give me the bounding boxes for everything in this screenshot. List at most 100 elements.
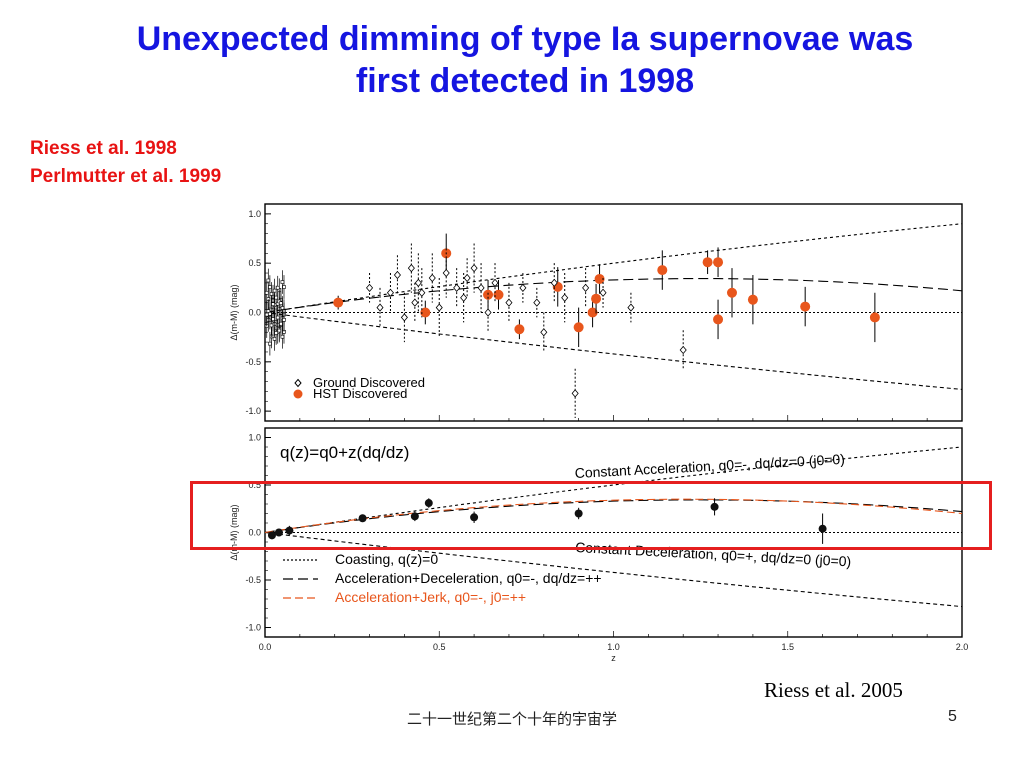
- legend-ground-marker: [294, 378, 302, 388]
- binned-point: [285, 526, 294, 535]
- reference-riess-1998: Riess et al. 1998: [30, 138, 177, 159]
- low-z-point: [275, 285, 280, 290]
- ground-point: [453, 283, 461, 292]
- reference-perlmutter-1999: Perlmutter et al. 1999: [30, 166, 222, 187]
- low-z-point: [282, 285, 286, 289]
- y-tick-label: -0.5: [245, 575, 261, 585]
- credit-riess-2005: Riess et al. 2005: [764, 678, 903, 702]
- title-line-2: first detected in 1998: [355, 62, 695, 100]
- y-tick-label: -0.5: [245, 357, 261, 367]
- low-z-point: [266, 278, 271, 283]
- ground-point: [376, 303, 384, 312]
- ground-point: [599, 288, 607, 297]
- hst-point: [726, 287, 737, 298]
- ground-point: [571, 389, 579, 398]
- ground-point: [366, 283, 374, 292]
- y-tick-label: -1.0: [245, 406, 261, 416]
- y-tick-label: 0.5: [248, 258, 261, 268]
- ground-point: [435, 303, 443, 312]
- slide-title: Unexpected dimming of type Ia supernovae…: [40, 18, 1010, 102]
- low-z-point: [268, 285, 272, 289]
- low-z-point: [280, 334, 285, 339]
- ground-point: [627, 303, 635, 312]
- x-axis-label: z: [611, 653, 616, 663]
- ground-point: [463, 273, 471, 283]
- ground-point: [484, 308, 492, 317]
- hst-point: [702, 257, 713, 268]
- ground-point: [561, 293, 569, 302]
- y-tick-label: 0.0: [248, 528, 261, 538]
- binned-point: [470, 513, 479, 522]
- hst-point: [514, 324, 525, 335]
- low-z-point: [268, 341, 272, 346]
- low-z-point: [282, 318, 286, 322]
- ground-point: [679, 345, 687, 355]
- low-z-point: [264, 312, 269, 317]
- constant-acceleration-label: Constant Acceleration, q0=-, dq/dz=0 (j0…: [574, 451, 845, 481]
- x-tick-label: 0.5: [433, 642, 446, 652]
- ground-point: [418, 288, 426, 297]
- ground-point: [477, 283, 485, 292]
- y-tick-label: 0.0: [248, 308, 261, 318]
- y-tick-label: 1.0: [248, 209, 261, 219]
- ground-point: [386, 288, 394, 297]
- low-z-point: [275, 315, 280, 320]
- legend-hst-label: HST Discovered: [313, 386, 407, 401]
- y-axis-label: Δ(m-M) (mag): [229, 284, 239, 340]
- ground-point: [519, 283, 527, 292]
- ground-point: [393, 270, 401, 280]
- y-tick-label: 0.5: [248, 480, 261, 490]
- legend-ground-label: Ground Discovered: [313, 375, 425, 390]
- constant-deceleration-line: [264, 311, 963, 390]
- ground-point: [428, 273, 436, 283]
- legend-label: Coasting, q(z)=0: [335, 551, 438, 567]
- acceleration-deceleration-line: [264, 499, 963, 534]
- title-line-1: Unexpected dimming of type Ia supernovae…: [136, 20, 914, 58]
- low-z-point: [274, 295, 278, 300]
- low-z-point: [277, 328, 282, 333]
- acceleration-deceleration-line: [264, 278, 963, 314]
- low-z-point: [269, 292, 274, 296]
- ground-point: [411, 298, 419, 307]
- binned-point: [574, 509, 583, 518]
- top-panel: 1.0 0.5 0.0 -0.5 -1.0 Δ(m-M) (mag) Ground Disc…: [229, 203, 963, 422]
- hst-point: [333, 297, 344, 308]
- hst-point: [713, 314, 724, 325]
- hubble-residual-chart: 1.0 0.5 0.0 -0.5 -1.0 Δ(m-M) (mag) Ground Disc…: [229, 203, 969, 663]
- ground-point: [540, 328, 548, 337]
- hst-point: [713, 257, 724, 268]
- x-tick-label: 1.5: [781, 642, 794, 652]
- hst-point: [747, 294, 758, 305]
- hst-point: [493, 289, 504, 300]
- highlight-box: [190, 481, 992, 550]
- low-z-point: [269, 323, 274, 328]
- binned-point: [424, 499, 433, 508]
- ground-point: [442, 268, 450, 278]
- page-number: 5: [948, 708, 957, 725]
- y-tick-label: -1.0: [245, 623, 261, 633]
- low-z-point: [272, 288, 277, 293]
- low-z-point: [271, 302, 275, 306]
- hst-point: [800, 301, 811, 312]
- legend-label: Acceleration+Jerk, q0=-, j0=++: [335, 589, 526, 605]
- binned-point: [710, 502, 719, 511]
- constant-acceleration-line: [264, 223, 963, 314]
- ground-point: [491, 278, 499, 288]
- ground-point: [533, 298, 541, 307]
- constant-deceleration-line: [264, 531, 963, 608]
- ground-point: [407, 263, 415, 273]
- ground-point: [505, 298, 513, 307]
- hst-point: [591, 293, 602, 304]
- low-z-point: [279, 321, 283, 326]
- legend-label: Acceleration+Deceleration, q0=-, dq/dz=+…: [335, 570, 602, 586]
- low-z-point: [272, 337, 277, 341]
- model-formula: q(z)=q0+z(dq/dz): [280, 443, 409, 462]
- low-z-point: [268, 312, 272, 316]
- low-z-point: [264, 290, 269, 295]
- hst-point: [573, 322, 584, 333]
- x-tick-label: 2.0: [956, 642, 969, 652]
- low-z-point: [280, 306, 285, 310]
- hst-point: [594, 273, 605, 284]
- binned-point: [410, 512, 419, 521]
- y-axis-label: Δ(m-M) (mag): [229, 504, 239, 560]
